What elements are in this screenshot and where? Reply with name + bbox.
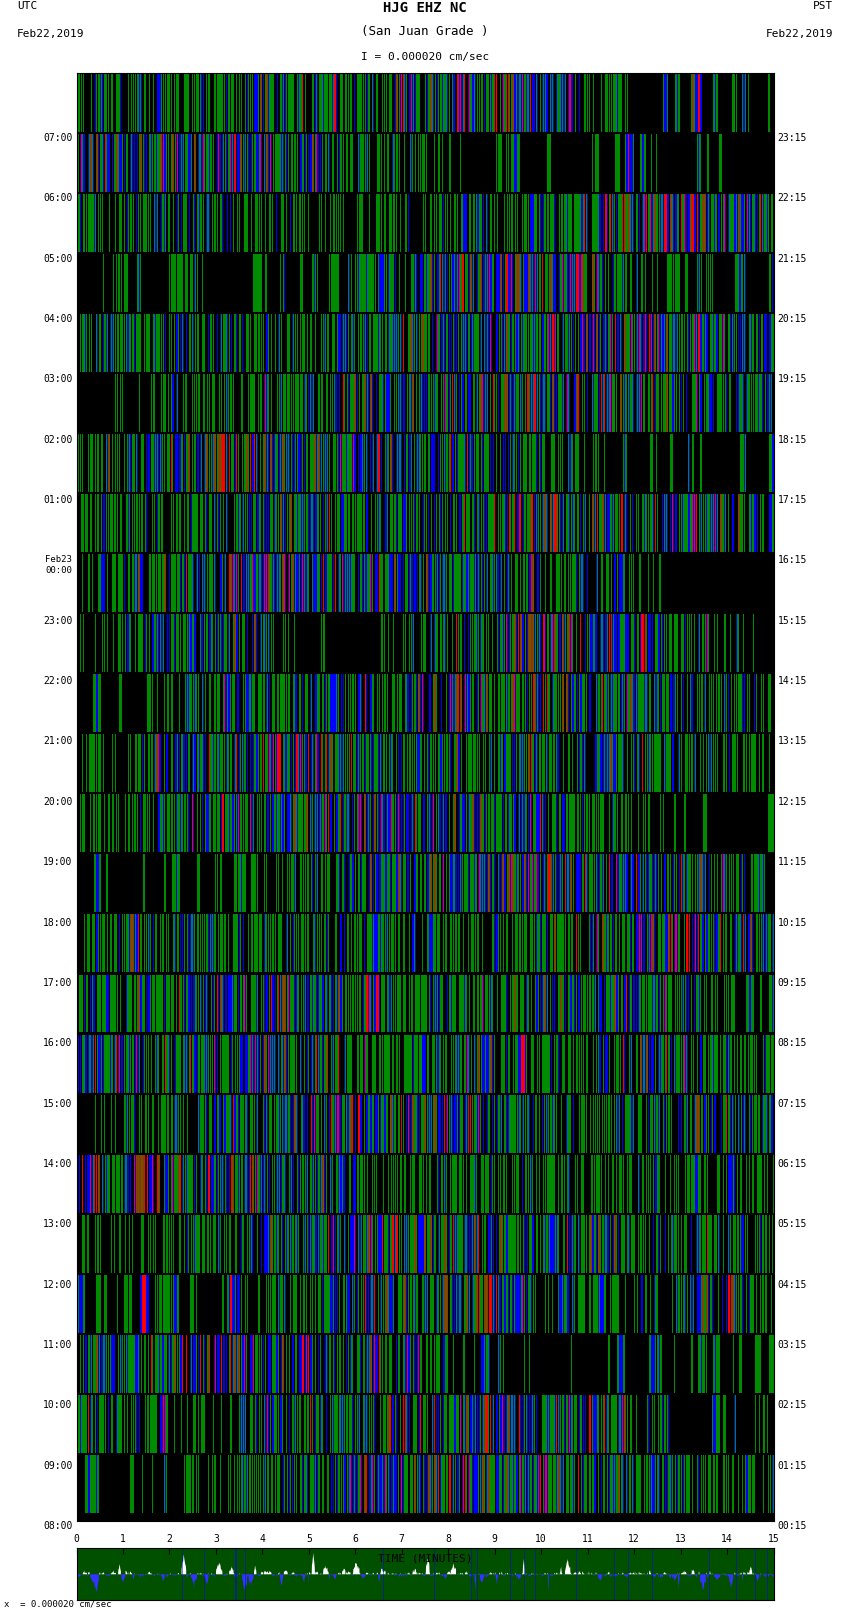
Text: 05:00: 05:00 (42, 253, 72, 263)
Text: 14:15: 14:15 (778, 676, 807, 686)
Text: UTC: UTC (17, 0, 37, 11)
Text: 01:00: 01:00 (42, 495, 72, 505)
Text: 06:00: 06:00 (42, 194, 72, 203)
Text: 10:15: 10:15 (778, 918, 807, 927)
Text: 00:15: 00:15 (778, 1521, 807, 1531)
Text: 02:15: 02:15 (778, 1400, 807, 1410)
Text: 17:15: 17:15 (778, 495, 807, 505)
Text: 03:00: 03:00 (42, 374, 72, 384)
Text: 14:00: 14:00 (42, 1158, 72, 1169)
Text: x  = 0.000020 cm/sec: x = 0.000020 cm/sec (4, 1598, 111, 1608)
Text: 08:00: 08:00 (42, 1521, 72, 1531)
Text: TIME (MINUTES): TIME (MINUTES) (377, 1553, 473, 1563)
Text: 15:15: 15:15 (778, 616, 807, 626)
Text: 11:00: 11:00 (42, 1340, 72, 1350)
Text: 15:00: 15:00 (42, 1098, 72, 1108)
Text: 10:00: 10:00 (42, 1400, 72, 1410)
Text: 12:15: 12:15 (778, 797, 807, 806)
Text: 02:00: 02:00 (42, 436, 72, 445)
Text: 03:15: 03:15 (778, 1340, 807, 1350)
Text: 05:15: 05:15 (778, 1219, 807, 1229)
Text: 20:15: 20:15 (778, 315, 807, 324)
Text: 07:15: 07:15 (778, 1098, 807, 1108)
Text: 20:00: 20:00 (42, 797, 72, 806)
Text: 18:00: 18:00 (42, 918, 72, 927)
Text: 23:00: 23:00 (42, 616, 72, 626)
Text: Feb22,2019: Feb22,2019 (17, 29, 84, 39)
Text: 04:15: 04:15 (778, 1279, 807, 1290)
Text: (San Juan Grade ): (San Juan Grade ) (361, 26, 489, 39)
Text: 21:00: 21:00 (42, 737, 72, 747)
Text: 19:00: 19:00 (42, 857, 72, 868)
Text: PST: PST (813, 0, 833, 11)
Text: 16:00: 16:00 (42, 1039, 72, 1048)
Text: 16:15: 16:15 (778, 555, 807, 566)
Text: HJG EHZ NC: HJG EHZ NC (383, 0, 467, 15)
Text: Feb22,2019: Feb22,2019 (766, 29, 833, 39)
Text: 06:15: 06:15 (778, 1158, 807, 1169)
Text: 22:15: 22:15 (778, 194, 807, 203)
Text: 09:00: 09:00 (42, 1461, 72, 1471)
Text: 22:00: 22:00 (42, 676, 72, 686)
Text: I = 0.000020 cm/sec: I = 0.000020 cm/sec (361, 52, 489, 63)
Text: 13:15: 13:15 (778, 737, 807, 747)
Text: 18:15: 18:15 (778, 436, 807, 445)
Text: 04:00: 04:00 (42, 315, 72, 324)
Text: 19:15: 19:15 (778, 374, 807, 384)
Text: 12:00: 12:00 (42, 1279, 72, 1290)
Text: 01:15: 01:15 (778, 1461, 807, 1471)
Text: 17:00: 17:00 (42, 977, 72, 987)
Text: 23:15: 23:15 (778, 132, 807, 144)
Text: 21:15: 21:15 (778, 253, 807, 263)
Text: 09:15: 09:15 (778, 977, 807, 987)
Text: 11:15: 11:15 (778, 857, 807, 868)
Text: 13:00: 13:00 (42, 1219, 72, 1229)
Text: 07:00: 07:00 (42, 132, 72, 144)
Text: Feb23
00:00: Feb23 00:00 (45, 555, 72, 574)
Text: 08:15: 08:15 (778, 1039, 807, 1048)
